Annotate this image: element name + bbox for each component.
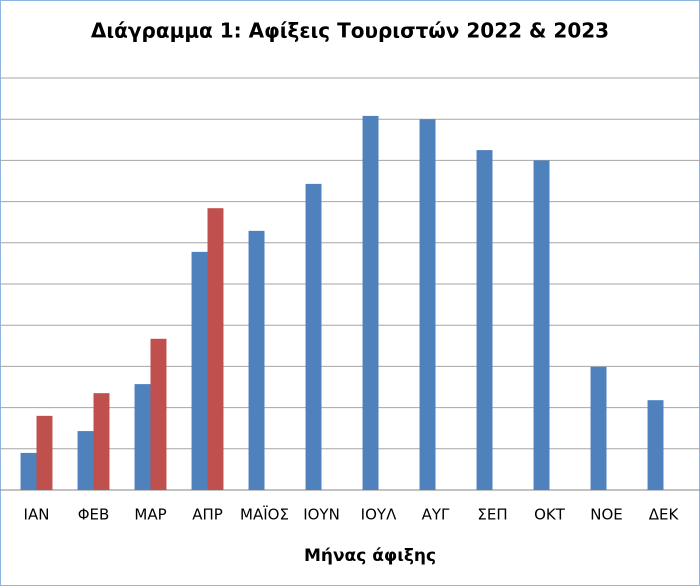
x-tick-label: ΟΚΤ [534, 506, 566, 524]
bar [248, 230, 265, 491]
chart-title: Διάγραμμα 1: Αφίξεις Τουριστών 2022 & 20… [91, 19, 609, 43]
x-tick-label: ΝΟΕ [590, 506, 623, 524]
bar [36, 415, 53, 490]
bar [647, 400, 664, 490]
x-tick-label: ΑΥΓ [422, 506, 450, 524]
bar [419, 119, 436, 490]
x-tick-label: ΜΑΡ [134, 506, 166, 524]
x-tick-label: ΙΑΝ [24, 506, 50, 524]
bar [77, 431, 94, 490]
bar [533, 160, 550, 490]
bar [362, 115, 379, 491]
bar [20, 452, 37, 490]
bar [590, 366, 607, 490]
bar [305, 183, 322, 490]
bar [93, 393, 110, 490]
x-tick-label: ΙΟΥΛ [361, 506, 397, 524]
x-tick-label: ΣΕΠ [477, 506, 507, 524]
bar [134, 384, 151, 490]
x-tick-label: ΙΟΥΝ [303, 506, 340, 524]
x-axis-title: Μήνας άφιξης [304, 546, 436, 566]
x-tick-label: ΑΠΡ [192, 506, 223, 524]
bar [476, 150, 493, 490]
x-tick-label: ΜΑΪΟΣ [240, 505, 289, 524]
bar [150, 338, 167, 490]
x-tick-label: ΦΕΒ [78, 506, 110, 524]
bar [207, 208, 224, 490]
x-tick-label: ΔΕΚ [649, 506, 680, 524]
bar [191, 251, 208, 490]
